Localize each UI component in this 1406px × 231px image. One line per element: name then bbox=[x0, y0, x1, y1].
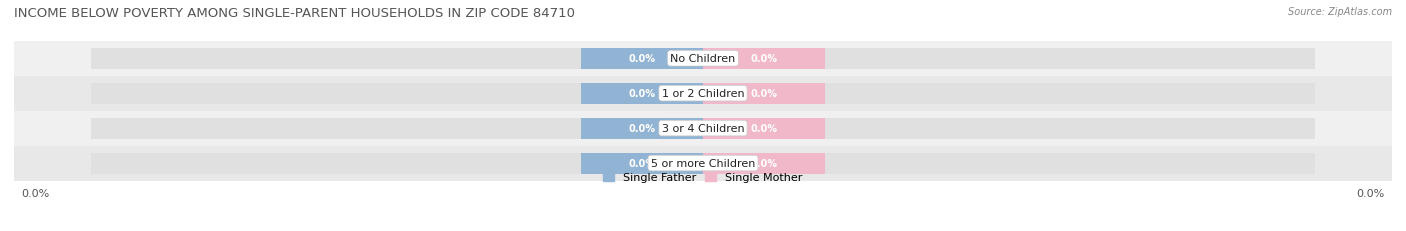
Bar bbox=[14, 111, 1392, 146]
Bar bbox=[703, 83, 825, 104]
Bar bbox=[703, 153, 1316, 174]
Bar bbox=[703, 153, 825, 174]
Bar bbox=[703, 49, 825, 69]
Text: No Children: No Children bbox=[671, 54, 735, 64]
Text: 0.0%: 0.0% bbox=[628, 54, 655, 64]
Text: 0.0%: 0.0% bbox=[1355, 188, 1385, 198]
Bar bbox=[703, 49, 1316, 69]
Bar bbox=[703, 83, 1316, 104]
Bar bbox=[14, 76, 1392, 111]
Bar bbox=[703, 118, 1316, 139]
Bar bbox=[90, 49, 703, 69]
Bar bbox=[581, 83, 703, 104]
Bar bbox=[581, 118, 703, 139]
Text: Source: ZipAtlas.com: Source: ZipAtlas.com bbox=[1288, 7, 1392, 17]
Bar bbox=[14, 42, 1392, 76]
Bar bbox=[90, 153, 703, 174]
Legend: Single Father, Single Mother: Single Father, Single Mother bbox=[599, 168, 807, 187]
Bar bbox=[581, 153, 703, 174]
Text: 1 or 2 Children: 1 or 2 Children bbox=[662, 89, 744, 99]
Text: 0.0%: 0.0% bbox=[751, 124, 778, 134]
Bar bbox=[581, 49, 703, 69]
Bar bbox=[90, 83, 703, 104]
Text: 0.0%: 0.0% bbox=[751, 54, 778, 64]
Bar bbox=[14, 146, 1392, 181]
Text: 5 or more Children: 5 or more Children bbox=[651, 158, 755, 168]
Bar bbox=[90, 118, 703, 139]
Bar bbox=[703, 118, 825, 139]
Text: 0.0%: 0.0% bbox=[751, 89, 778, 99]
Text: 0.0%: 0.0% bbox=[21, 188, 51, 198]
Text: INCOME BELOW POVERTY AMONG SINGLE-PARENT HOUSEHOLDS IN ZIP CODE 84710: INCOME BELOW POVERTY AMONG SINGLE-PARENT… bbox=[14, 7, 575, 20]
Text: 0.0%: 0.0% bbox=[628, 158, 655, 168]
Text: 0.0%: 0.0% bbox=[628, 89, 655, 99]
Text: 3 or 4 Children: 3 or 4 Children bbox=[662, 124, 744, 134]
Text: 0.0%: 0.0% bbox=[751, 158, 778, 168]
Text: 0.0%: 0.0% bbox=[628, 124, 655, 134]
